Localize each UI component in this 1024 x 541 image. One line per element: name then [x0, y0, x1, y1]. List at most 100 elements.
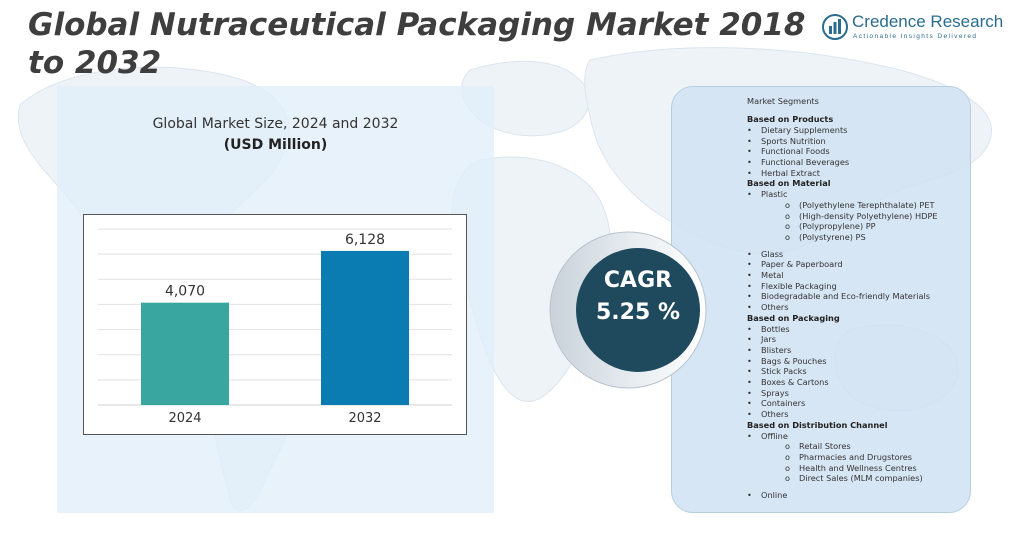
credence-research-logo[interactable]: Credence Research Actionable Insights De… — [822, 12, 1012, 46]
bullet-icon: • — [747, 259, 752, 270]
segment-item: • Others — [747, 409, 971, 420]
segment-item-label: Functional Beverages — [761, 157, 850, 168]
tick-label-2024: 2024 — [168, 411, 201, 426]
tick-label-2032: 2032 — [348, 411, 381, 426]
cagr-value: 5.25 % — [596, 300, 680, 325]
bullet-icon: • — [747, 355, 752, 366]
logo-chart-icon — [822, 14, 848, 40]
segment-item: • Glass — [747, 249, 971, 260]
bar-2024 — [141, 302, 229, 405]
circle-bullet-icon: o — [785, 441, 791, 452]
market-segments-list: Market Segments Based on Products • Dietar… — [747, 96, 971, 501]
cagr-disc — [549, 231, 707, 389]
segment-item: • Dietary Supplements — [747, 125, 971, 136]
bar-chart: 4,070 2024 6,128 2032 — [98, 228, 452, 426]
bullet-icon: • — [747, 323, 752, 334]
segment-subitem-label: Retail Stores — [799, 441, 851, 452]
segment-item-label: Sports Nutrition — [761, 135, 826, 146]
segment-item: • Boxes & Cartons — [747, 377, 971, 388]
chart-subtitle: (USD Million) — [223, 137, 328, 153]
segment-item-label: Plastic — [761, 189, 788, 200]
segment-subitem-label: (Polypropylene) PP — [799, 221, 876, 232]
segment-item-label: Flexible Packaging — [761, 280, 837, 291]
bullet-icon: • — [747, 366, 752, 377]
segment-group-title: Based on Packaging — [747, 312, 840, 323]
segments-heading: Market Segments — [747, 96, 819, 106]
segment-item-label: Stick Packs — [761, 366, 807, 377]
circle-bullet-icon: o — [785, 462, 791, 473]
data-label-2032: 6,128 — [345, 232, 385, 248]
circle-bullet-icon: o — [785, 199, 791, 210]
segment-item-label: Biodegradable and Eco-friendly Materials — [761, 291, 931, 302]
segment-item-label: Bags & Pouches — [761, 355, 827, 366]
segment-item-label: Herbal Extract — [761, 167, 820, 178]
segment-item: • Plastic — [747, 189, 971, 200]
logo-tagline: Actionable Insights Delivered — [853, 33, 978, 40]
segment-item-label: Sprays — [761, 387, 789, 398]
segment-item: • Bags & Pouches — [747, 356, 971, 367]
segment-subitem: o Direct Sales (MLM companies) — [747, 473, 971, 484]
bullet-icon: • — [747, 302, 752, 313]
bullet-icon: • — [747, 124, 752, 135]
bullet-icon: • — [747, 270, 752, 281]
segment-item: • Bottles — [747, 324, 971, 335]
circle-bullet-icon: o — [785, 210, 791, 221]
segment-item: • Metal — [747, 270, 971, 281]
segment-item: • Containers — [747, 398, 971, 409]
segment-item-label: Blisters — [761, 344, 792, 355]
circle-bullet-icon: o — [785, 452, 791, 462]
circle-bullet-icon: o — [785, 231, 791, 242]
segment-item-label: Jars — [761, 334, 777, 345]
segment-subitem-label: Pharmacies and Drugstores — [799, 452, 913, 462]
segment-item: • Stick Packs — [747, 366, 971, 377]
segment-item: • Offline — [747, 431, 971, 442]
bullet-icon: • — [747, 377, 752, 388]
segment-subitem: o (Polypropylene) PP — [747, 221, 971, 232]
segment-subitem: o (Polyethylene Terephthalate) PET — [747, 200, 971, 211]
bullet-icon: • — [747, 430, 752, 441]
bullet-icon: • — [747, 291, 752, 302]
segment-subitem-label: (Polyethylene Terephthalate) PET — [799, 199, 935, 210]
segment-item-label: Offline — [761, 430, 788, 441]
segment-subitem: o Retail Stores — [747, 441, 971, 452]
chart-title: Global Market Size, 2024 and 2032 — [152, 116, 399, 132]
segment-item-label: Functional Foods — [761, 146, 830, 157]
segment-subitem: o (Polystyrene) PS — [747, 232, 971, 243]
segment-item: • Biodegradable and Eco-friendly Material… — [747, 291, 971, 302]
segment-item-label: Bottles — [761, 323, 790, 334]
segment-item: • Sports Nutrition — [747, 136, 971, 147]
bullet-icon: • — [747, 146, 752, 157]
segment-item: • Functional Beverages — [747, 157, 971, 168]
segment-group-title: Based on Distribution Channel — [747, 419, 888, 430]
segment-subitem-label: (High-density Polyethylene) HDPE — [799, 210, 938, 221]
bullet-icon: • — [747, 167, 752, 178]
segment-item: • Online — [747, 490, 971, 501]
bullet-icon: • — [747, 248, 752, 259]
segment-item: • Others — [747, 302, 971, 313]
segment-item: • Paper & Paperboard — [747, 259, 971, 270]
segment-item: • Flexible Packaging — [747, 281, 971, 292]
bullet-icon: • — [747, 135, 752, 146]
logo-name: Credence Research — [852, 12, 1004, 31]
segment-item: • Functional Foods — [747, 146, 971, 157]
segment-item-label: Others — [761, 302, 789, 313]
segment-subitem-label: (Polystyrene) PS — [799, 231, 866, 242]
segment-group-title: Based on Material — [747, 178, 831, 189]
bar-2032 — [321, 250, 409, 405]
segment-item-label: Paper & Paperboard — [761, 259, 843, 270]
circle-bullet-icon: o — [785, 473, 791, 484]
bar-chart-frame: 4,070 2024 6,128 2032 — [83, 214, 467, 435]
segment-subitem: o (High-density Polyethylene) HDPE — [747, 211, 971, 222]
segment-item-label: Online — [761, 490, 788, 501]
segment-item-label: Containers — [761, 398, 806, 409]
segment-group-title: Based on Products — [747, 114, 834, 125]
segment-item-label: Glass — [761, 248, 784, 259]
bullet-icon: • — [747, 387, 752, 398]
cagr-label: CAGR — [603, 268, 673, 293]
bullet-icon: • — [747, 490, 752, 501]
segment-subitem-label: Direct Sales (MLM companies) — [799, 473, 923, 484]
page-title: Global Nutraceutical Packaging Market 20… — [28, 7, 806, 81]
segment-item-label: Dietary Supplements — [761, 124, 848, 135]
segment-item: • Jars — [747, 334, 971, 345]
segment-subitem: o Health and Wellness Centres — [747, 463, 971, 474]
